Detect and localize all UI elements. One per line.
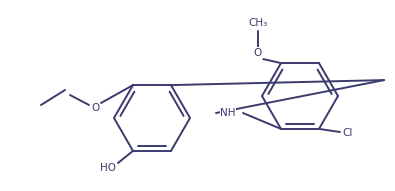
Text: CH₃: CH₃ [248, 18, 268, 28]
Text: HO: HO [100, 163, 116, 173]
Text: NH: NH [220, 108, 236, 118]
Text: Cl: Cl [343, 128, 353, 138]
Text: O: O [254, 48, 262, 58]
Text: O: O [91, 103, 99, 113]
Text: CH₃: CH₃ [248, 18, 268, 28]
